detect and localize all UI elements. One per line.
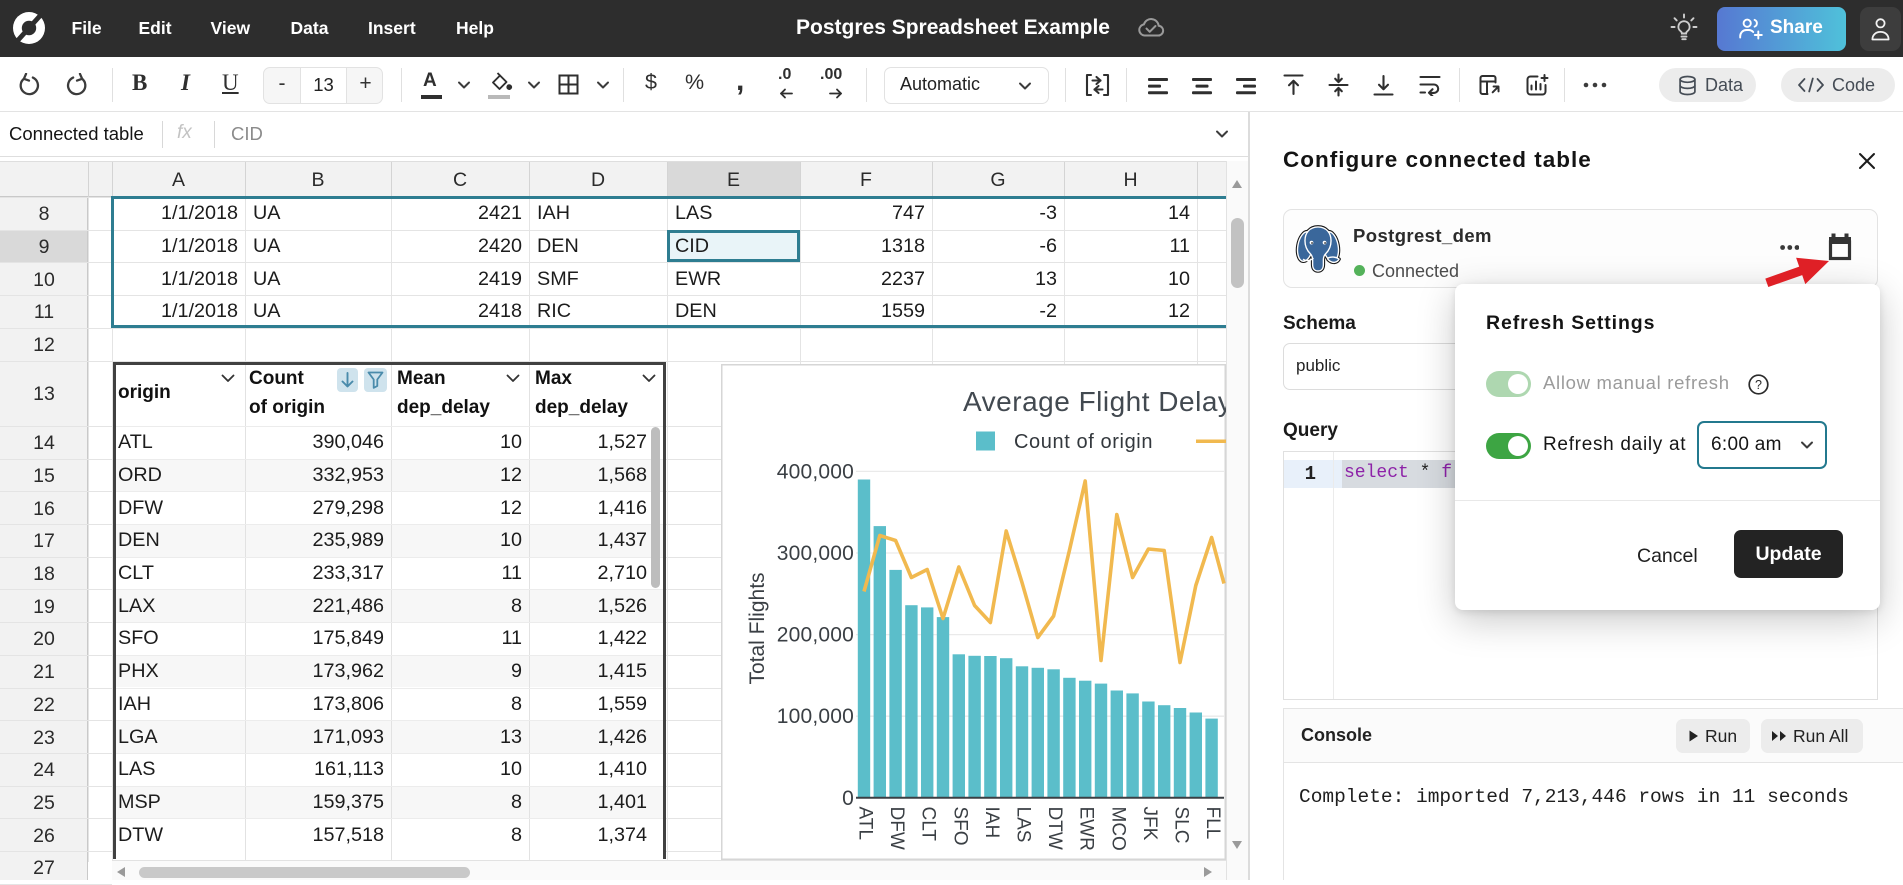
svg-text:DFW: DFW: [886, 806, 907, 849]
svg-text:LAS: LAS: [1013, 806, 1034, 842]
svg-text:400,000: 400,000: [777, 460, 854, 483]
svg-text:FLL: FLL: [1202, 806, 1223, 839]
svg-text:Average Flight Delays by Airp: Average Flight Delays by Airp: [963, 386, 1226, 417]
svg-text:0: 0: [842, 786, 854, 809]
svg-text:JFK: JFK: [1139, 806, 1160, 840]
svg-text:Total Flights: Total Flights: [746, 572, 769, 684]
svg-text:EWR: EWR: [1076, 806, 1097, 850]
svg-text:ATL: ATL: [855, 806, 876, 839]
svg-text:200,000: 200,000: [777, 623, 854, 646]
svg-text:100,000: 100,000: [777, 705, 854, 728]
svg-text:IAH: IAH: [981, 806, 1002, 838]
svg-text:Count of origin: Count of origin: [1014, 431, 1153, 453]
svg-text:MCO: MCO: [1107, 806, 1128, 850]
svg-text:?: ?: [1755, 378, 1762, 392]
svg-text:SFO: SFO: [949, 806, 970, 845]
svg-text:CLT: CLT: [918, 806, 939, 841]
svg-text:DTW: DTW: [1044, 806, 1065, 849]
svg-text:300,000: 300,000: [777, 542, 854, 565]
svg-text:SLC: SLC: [1171, 806, 1192, 843]
